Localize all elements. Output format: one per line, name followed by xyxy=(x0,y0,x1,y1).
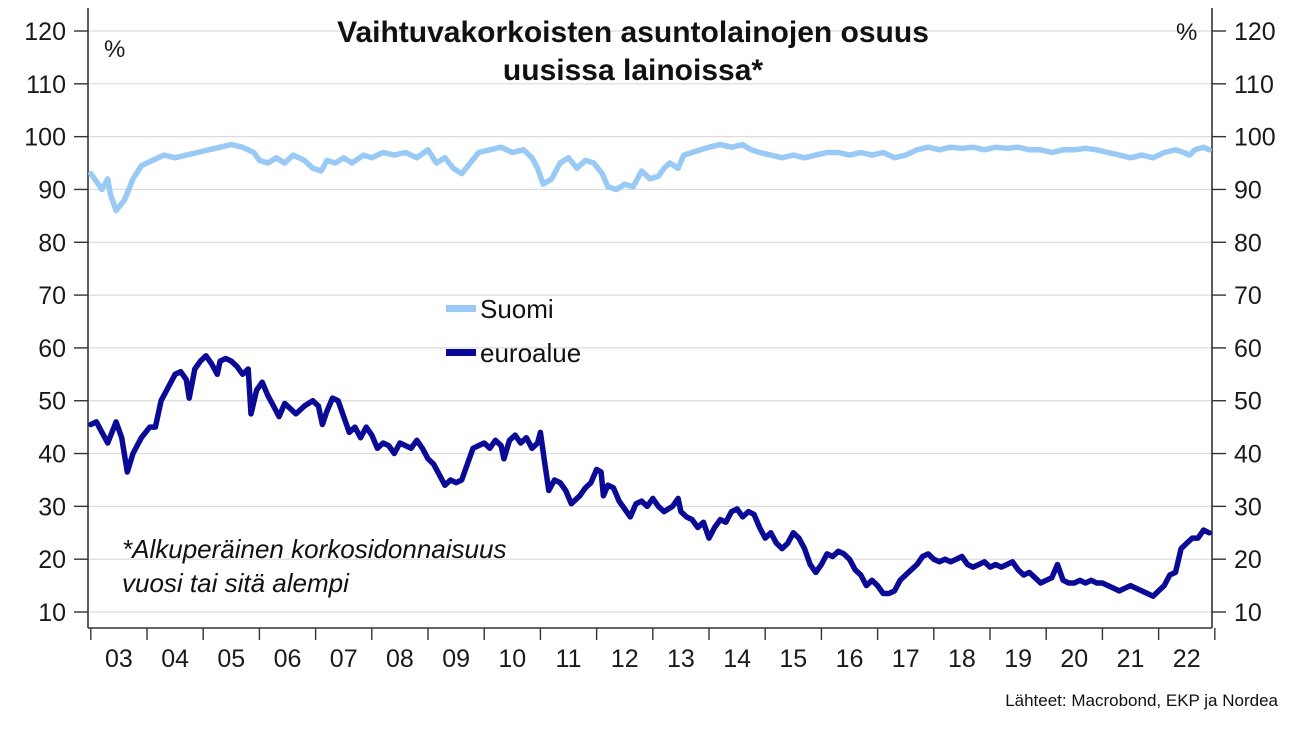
x-tick-label-15: 15 xyxy=(779,645,807,673)
x-tick-label-07: 07 xyxy=(330,645,358,673)
x-tick-label-11: 11 xyxy=(556,645,582,673)
y-tick-label-right-70: 70 xyxy=(1234,282,1262,310)
y-tick-label-right-110: 110 xyxy=(1234,71,1274,99)
legend: Suomi euroalue xyxy=(446,294,581,368)
y-tick-label-right-60: 60 xyxy=(1234,335,1262,363)
y-tick-label-left-50: 50 xyxy=(38,388,66,416)
y-tick-label-left-100: 100 xyxy=(24,124,66,152)
x-tick-label-03: 03 xyxy=(105,645,133,673)
x-tick-label-16: 16 xyxy=(836,645,864,673)
x-tick-label-05: 05 xyxy=(217,645,245,673)
y-tick-label-left-60: 60 xyxy=(38,335,66,363)
y-tick-label-right-30: 30 xyxy=(1234,493,1262,521)
y-tick-label-left-90: 90 xyxy=(38,176,66,204)
y-tick-label-left-30: 30 xyxy=(38,493,66,521)
legend-swatch-euroalue xyxy=(446,349,476,356)
y-tick-label-right-90: 90 xyxy=(1234,176,1262,204)
y-tick-label-right-20: 20 xyxy=(1234,546,1262,574)
axes xyxy=(87,8,1213,629)
x-tick-label-09: 09 xyxy=(442,645,470,673)
y-axis-right: 10 20 30 40 50 60 70 80 90 100 110 120 xyxy=(1212,18,1276,627)
x-tick-label-20: 20 xyxy=(1060,645,1088,673)
y-tick-label-right-80: 80 xyxy=(1234,229,1262,257)
x-tick-label-19: 19 xyxy=(1004,645,1032,673)
x-tick-label-10: 10 xyxy=(498,645,526,673)
chart-title-line-2: uusissa lainoissa* xyxy=(503,54,763,87)
legend-swatch-suomi xyxy=(446,305,476,312)
y-tick-label-left-70: 70 xyxy=(38,282,66,310)
x-tick-label-04: 04 xyxy=(161,645,189,673)
x-tick-label-14: 14 xyxy=(723,645,751,673)
x-tick-label-13: 13 xyxy=(667,645,695,673)
x-tick-label-22: 22 xyxy=(1173,645,1201,673)
x-tick-label-12: 12 xyxy=(611,645,639,673)
y-tick-label-right-50: 50 xyxy=(1234,388,1262,416)
y-tick-label-left-120: 120 xyxy=(24,18,66,46)
x-tick-label-08: 08 xyxy=(386,645,414,673)
grid-lines xyxy=(88,30,1212,613)
y-tick-label-left-10: 10 xyxy=(38,599,66,627)
y-unit-left: % xyxy=(104,36,125,63)
footnote-line-2: vuosi tai sitä alempi xyxy=(122,568,350,598)
footnote-line-1: *Alkuperäinen korkosidonnaisuus xyxy=(122,534,506,564)
y-tick-label-left-40: 40 xyxy=(38,441,66,469)
x-tick-label-18: 18 xyxy=(948,645,976,673)
legend-label-suomi: Suomi xyxy=(480,294,554,324)
x-tick-label-17: 17 xyxy=(892,645,920,673)
y-axis-left: 10 20 30 40 50 60 70 80 90 100 110 120 xyxy=(24,18,88,627)
y-tick-label-left-80: 80 xyxy=(38,229,66,257)
y-tick-label-left-110: 110 xyxy=(26,71,66,99)
source-note: Lähteet: Macrobond, EKP ja Nordea xyxy=(1005,691,1278,710)
y-tick-label-right-10: 10 xyxy=(1234,599,1262,627)
y-tick-label-right-120: 120 xyxy=(1234,18,1276,46)
x-tick-label-06: 06 xyxy=(274,645,302,673)
series-line-euroalue xyxy=(88,353,1212,599)
y-tick-label-right-100: 100 xyxy=(1234,124,1276,152)
chart-title-line-1: Vaihtuvakorkoisten asuntolainojen osuus xyxy=(337,16,929,49)
y-unit-right: % xyxy=(1176,19,1197,46)
y-tick-label-left-20: 20 xyxy=(38,546,66,574)
series-line-suomi xyxy=(88,141,1212,214)
series-lines xyxy=(88,141,1212,599)
x-axis: 03 04 05 06 07 08 09 10 11 12 13 14 15 16 17 18 19 20 21 22 xyxy=(90,628,1216,673)
y-tick-label-right-40: 40 xyxy=(1234,441,1262,469)
x-tick-label-21: 21 xyxy=(1117,645,1145,673)
legend-label-euroalue: euroalue xyxy=(480,338,581,368)
